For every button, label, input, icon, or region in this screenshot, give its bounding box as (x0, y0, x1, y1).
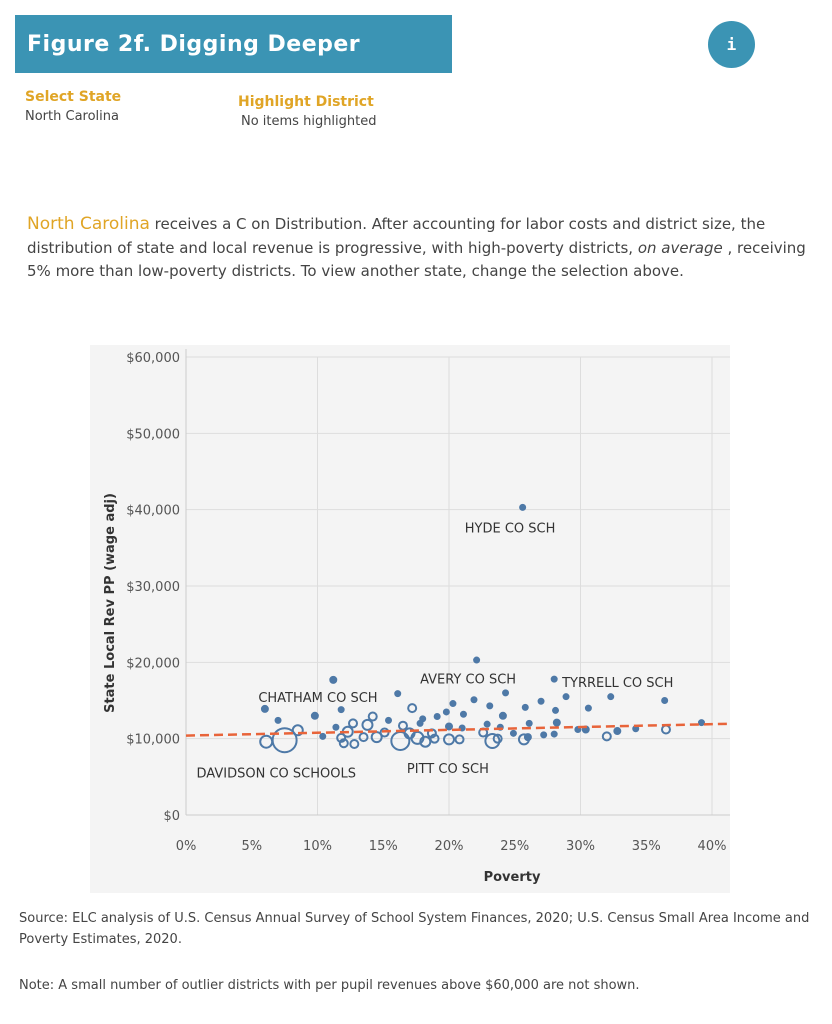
data-point (348, 718, 359, 729)
data-point (385, 716, 393, 724)
data-point (329, 675, 338, 684)
select-state-label: Select State (25, 89, 122, 105)
data-point (661, 697, 669, 704)
y-tick-label: $0 (163, 809, 180, 824)
data-point (483, 720, 491, 728)
data-point (338, 738, 349, 749)
select-state-filter[interactable]: Select State North Carolina (25, 89, 121, 124)
data-point (498, 711, 507, 720)
district-label: PITT CO SCH (407, 762, 489, 777)
data-point (416, 719, 424, 727)
x-tick-label: 30% (566, 839, 595, 854)
data-point (310, 711, 319, 720)
x-tick-label: 20% (435, 839, 464, 854)
data-point (271, 727, 298, 754)
summary-emphasis: on average (637, 238, 723, 257)
district-label: TYRRELL CO SCH (561, 676, 673, 691)
y-tick-label: $40,000 (126, 504, 180, 519)
data-point (550, 675, 558, 683)
x-tick-label: 35% (632, 839, 661, 854)
data-point (552, 718, 561, 727)
data-point (486, 702, 494, 710)
data-point (433, 713, 441, 721)
select-state-value[interactable]: North Carolina (25, 109, 119, 124)
data-point (379, 727, 390, 738)
data-point (394, 690, 402, 698)
x-tick-label: 15% (369, 839, 398, 854)
data-point (521, 703, 529, 711)
data-point (274, 716, 282, 724)
data-point (525, 719, 533, 727)
district-label: HYDE CO SCH (465, 522, 556, 537)
district-label: CHATHAM CO SCH (258, 691, 377, 706)
data-point (337, 706, 345, 714)
data-point (443, 733, 455, 746)
y-axis-title: State Local Rev PP (wage adj) (103, 493, 118, 713)
x-axis-title: Poverty (484, 870, 541, 885)
scatter-chart: 0% 5% 10% 15% 20% 25% 30% 35% 40% $0 $10,000 $20,00… (90, 345, 730, 893)
data-point (519, 503, 527, 511)
data-point (697, 719, 705, 727)
data-point (349, 739, 360, 750)
highlight-district-filter[interactable]: Highlight District No items highlighted (238, 94, 377, 129)
data-point (358, 732, 369, 743)
source-note: Source: ELC analysis of U.S. Census Annu… (19, 911, 810, 947)
data-point (502, 689, 510, 697)
data-point (361, 718, 374, 731)
data-point (260, 704, 269, 713)
district-label: DAVIDSON CO SCHOOLS (197, 767, 356, 782)
x-tick-label: 0% (176, 839, 197, 854)
data-point (367, 711, 378, 722)
summary-body: receives a C on Distribution. After acco… (27, 215, 766, 257)
data-point (449, 700, 457, 708)
data-point (407, 703, 418, 714)
scatter-chart-svg: 0% 5% 10% 15% 20% 25% 30% 35% 40% $0 $10,000 $20,00… (103, 349, 730, 885)
summary-text: North Carolina receives a C on Distribut… (27, 213, 812, 284)
data-point (550, 730, 558, 738)
y-tick-label: $10,000 (126, 733, 180, 748)
summary-body-end: , receiving 5% more than low-poverty dis… (27, 238, 806, 281)
data-point (442, 708, 450, 716)
data-point (454, 734, 465, 745)
x-tick-label: 25% (500, 839, 529, 854)
figure-title: Figure 2f. Digging Deeper (27, 31, 361, 57)
data-point (523, 733, 532, 742)
data-point (429, 733, 440, 744)
data-point (492, 733, 503, 744)
trend-line (185, 722, 730, 737)
y-tick-label: $60,000 (126, 351, 180, 366)
data-point (509, 729, 517, 737)
data-point (470, 696, 478, 704)
data-point (332, 723, 340, 731)
data-point (319, 732, 327, 740)
info-icon[interactable]: i (708, 21, 755, 68)
figure-title-bar: Figure 2f. Digging Deeper (15, 15, 452, 73)
data-point (484, 732, 501, 749)
data-point (473, 656, 481, 664)
data-point (613, 727, 622, 736)
data-point (336, 732, 347, 743)
district-label: AVERY CO SCH (420, 673, 516, 688)
data-point (445, 722, 453, 731)
data-point (419, 735, 432, 748)
data-point (584, 704, 592, 712)
highlight-district-label: Highlight District (238, 94, 374, 110)
highlight-district-value[interactable]: No items highlighted (241, 114, 377, 129)
summary-state: North Carolina (27, 214, 150, 234)
data-point (607, 693, 615, 701)
x-tick-label: 40% (698, 839, 727, 854)
data-point (537, 697, 545, 705)
data-point (601, 731, 612, 742)
x-tick-label: 10% (303, 839, 332, 854)
x-tick-label: 5% (241, 839, 262, 854)
data-point (552, 706, 560, 714)
y-tick-label: $50,000 (126, 427, 180, 442)
data-point (540, 731, 548, 739)
data-point (562, 693, 570, 701)
y-tick-label: $30,000 (126, 580, 180, 595)
y-tick-label: $20,000 (126, 656, 180, 671)
data-point (459, 710, 467, 718)
outlier-note: Note: A small number of outlier district… (19, 978, 640, 993)
